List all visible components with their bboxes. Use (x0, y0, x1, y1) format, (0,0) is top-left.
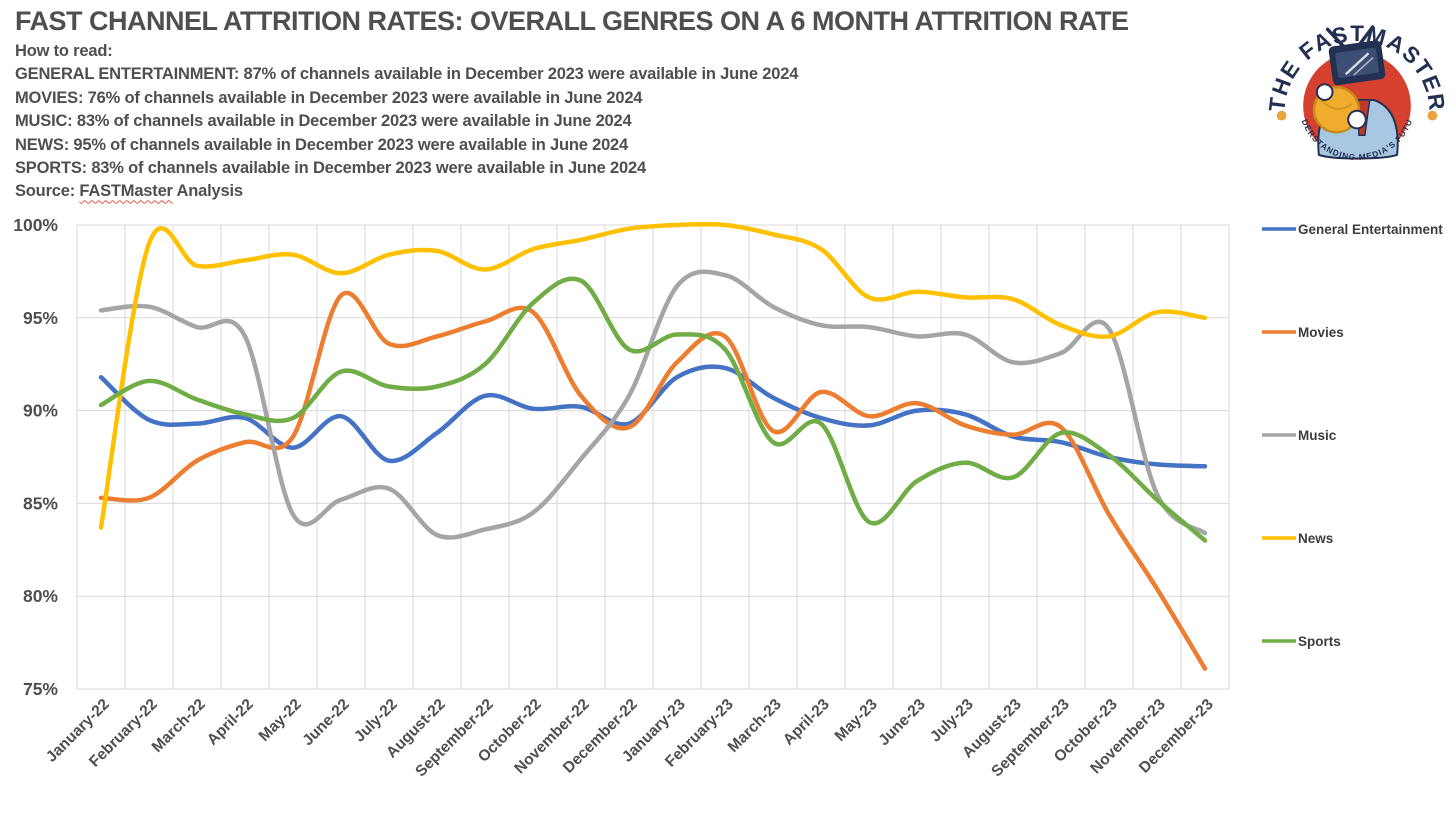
svg-text:General Entertainment: General Entertainment (1298, 222, 1443, 237)
logo-ball-detail (1320, 99, 1353, 110)
svg-text:85%: 85% (23, 493, 58, 513)
series-line-sports (98, 276, 1208, 543)
legend-item-sports: Sports (1262, 634, 1341, 649)
genre-line-sports: SPORTS: 83% of channels available in Dec… (15, 159, 646, 178)
series-line-music (98, 269, 1208, 540)
svg-text:April-22: April-22 (204, 696, 257, 749)
source-line: Source: FASTMaster Analysis (15, 182, 243, 201)
genre-line-movies: MOVIES: 76% of channels available in Dec… (15, 88, 643, 107)
genre-line-news: NEWS: 95% of channels available in Decem… (15, 135, 629, 154)
logo-tv-head (1325, 25, 1386, 86)
gridlines (76, 224, 1230, 690)
svg-text:March-23: March-23 (725, 696, 785, 756)
legend-item-news: News (1262, 531, 1333, 546)
svg-text:90%: 90% (23, 401, 58, 421)
svg-text:Movies: Movies (1298, 325, 1344, 340)
logo-dot-right (1427, 110, 1438, 121)
svg-text:95%: 95% (23, 308, 58, 328)
genre-line-music: MUSIC: 83% of channels available in Dece… (15, 112, 632, 131)
svg-text:80%: 80% (23, 586, 58, 606)
y-axis-labels: 75% 80% 85% 90% 95% 100% (13, 215, 58, 699)
legend-item-movies: Movies (1262, 325, 1344, 340)
logo-dot-left (1276, 110, 1287, 121)
series-line-news (98, 221, 1208, 530)
how-to-read-block: How to read: GENERAL ENTERTAINMENT: 87% … (15, 40, 798, 204)
logo-glove-right (1347, 109, 1367, 130)
legend: General Entertainment Movies Music News Spor… (1262, 222, 1443, 649)
source-name: FASTMaster (79, 182, 173, 201)
fastmaster-logo: THE FASTMASTER UNDERSTANDING MEDIA'S FUT… (1264, 6, 1448, 191)
svg-text:April-23: April-23 (780, 696, 833, 749)
svg-text:75%: 75% (23, 679, 58, 699)
genre-line-general-entertainment: GENERAL ENTERTAINMENT: 87% of channels a… (15, 65, 799, 84)
svg-text:May-22: May-22 (256, 696, 305, 745)
how-to-read-label: How to read: (15, 42, 113, 60)
svg-text:Sports: Sports (1298, 634, 1341, 649)
series-line-movies (98, 290, 1208, 671)
legend-item-music: Music (1262, 428, 1337, 443)
svg-text:100%: 100% (13, 215, 58, 235)
svg-text:Music: Music (1298, 428, 1337, 443)
svg-text:News: News (1298, 531, 1333, 546)
svg-text:June-23: June-23 (875, 696, 929, 750)
legend-item-general-entertainment: General Entertainment (1262, 222, 1443, 237)
x-axis-labels: January-22February-22March-22April-22May… (43, 696, 1217, 781)
page-title: FAST CHANNEL ATTRITION RATES: OVERALL GE… (15, 6, 1129, 36)
logo-glove-left (1315, 83, 1334, 101)
svg-text:May-23: May-23 (832, 696, 881, 745)
svg-text:June-22: June-22 (299, 696, 352, 749)
